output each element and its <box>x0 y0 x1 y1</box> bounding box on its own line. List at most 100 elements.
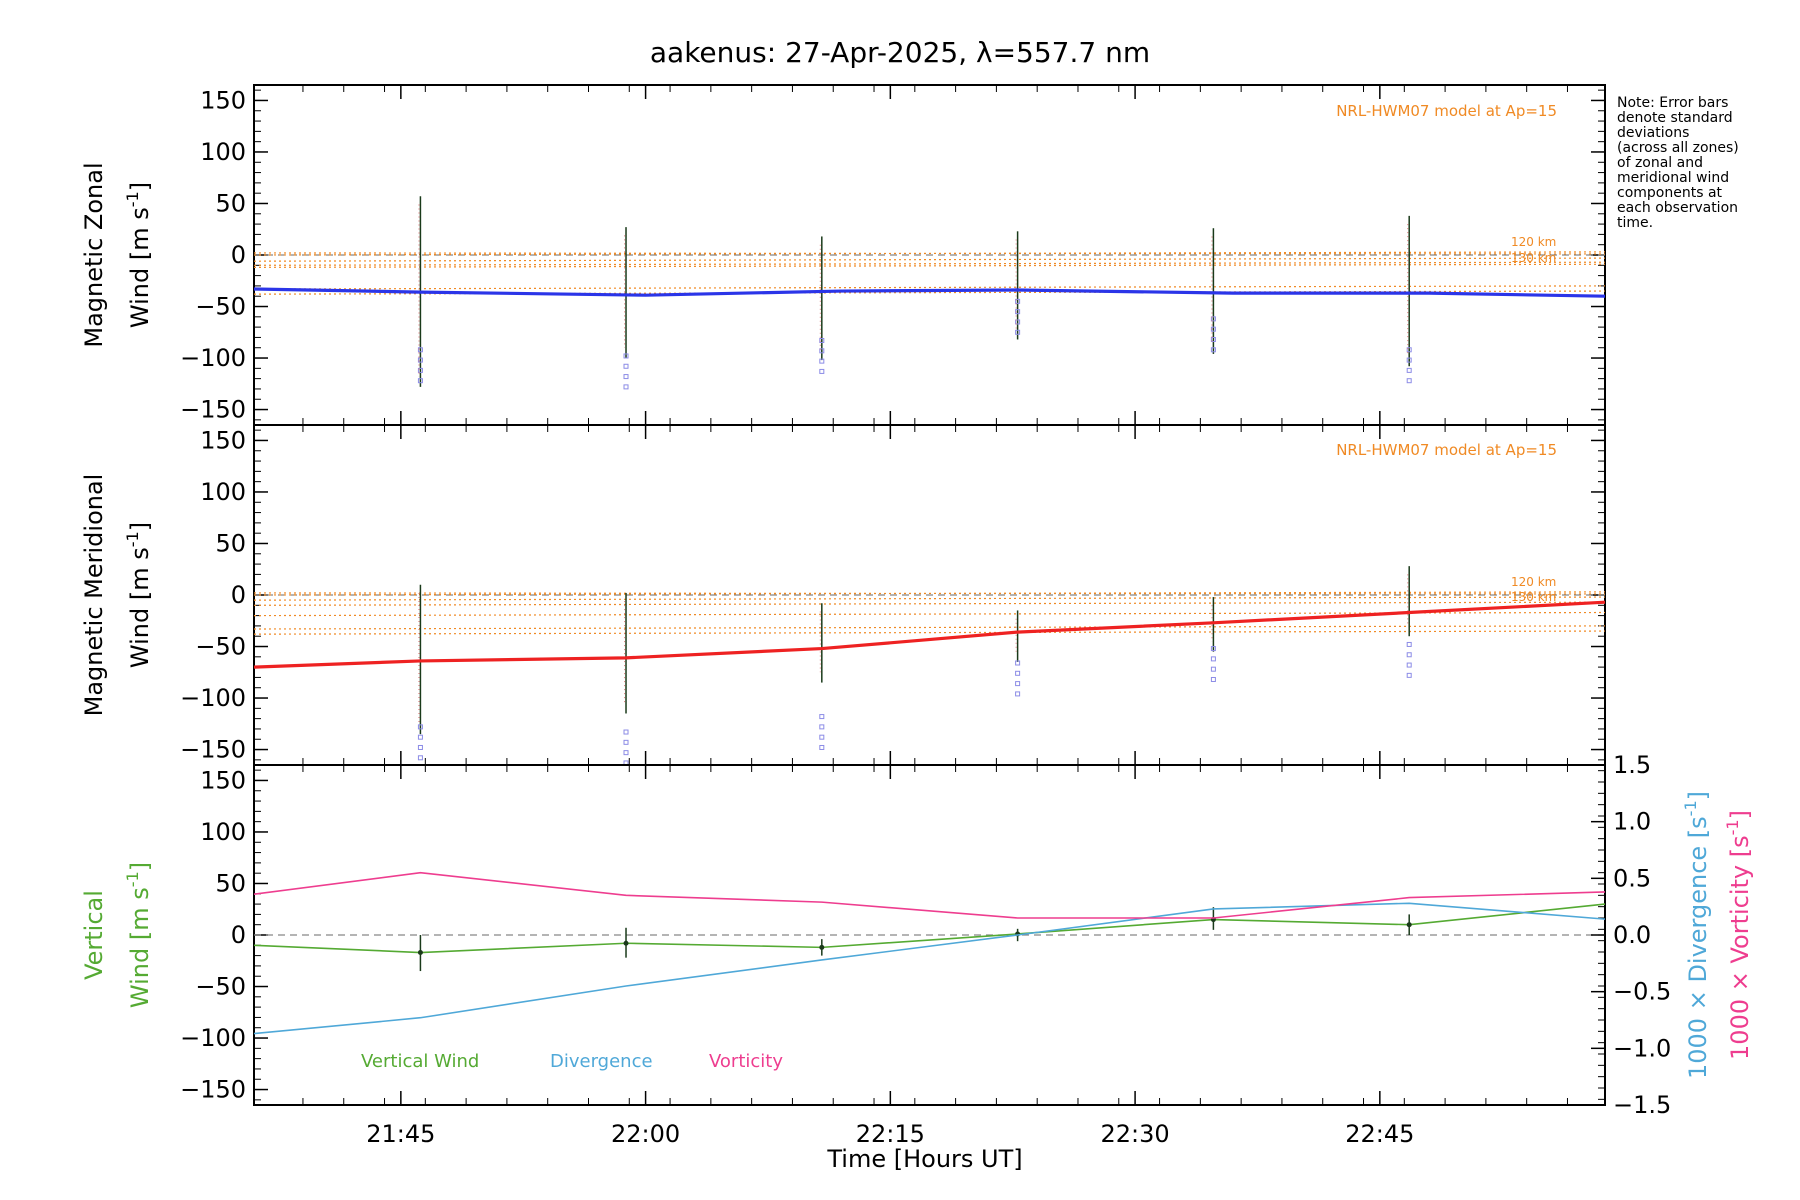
y2-tick-label: 1.5 <box>1613 751 1651 779</box>
scatter-point <box>417 755 423 761</box>
model-line <box>253 596 1606 601</box>
meridional-model-label: NRL-HWM07 model at Ap=15 <box>1336 441 1557 459</box>
vertical-ylabel-sup: -1 <box>123 871 142 887</box>
y-tick-label: 150 <box>200 86 246 114</box>
model-line <box>253 261 1606 266</box>
x-tick-label: 22:45 <box>1345 1120 1414 1148</box>
scatter-point <box>819 368 825 374</box>
model-line <box>253 257 1606 262</box>
zonal-wind-panel: 150 100 50 0 −50 −100 −150 <box>180 84 1606 426</box>
y-tick-label: 100 <box>200 818 246 846</box>
scatter-point <box>623 739 629 745</box>
time-axis: 21:45 22:00 22:15 22:30 22:45 <box>366 1120 1414 1148</box>
meridional-ylabel-line2: Wind [m s-1] <box>123 522 154 668</box>
x-tick-label: 22:30 <box>1101 1120 1170 1148</box>
vertical-ylabel-line2: Wind [m s-1] <box>123 862 154 1008</box>
vertical-wind-point <box>1406 922 1412 928</box>
scatter-point <box>1015 670 1021 676</box>
y-tick-label: 150 <box>200 766 246 794</box>
scatter-point <box>623 729 629 735</box>
meridional-model-alt-130: 130 km <box>1511 590 1556 604</box>
vertical-wind-point <box>819 944 825 950</box>
scatter-point <box>1406 367 1412 373</box>
scatter-point <box>1406 347 1412 353</box>
scatter-point <box>417 357 423 363</box>
vorticity-y2label-sup: -1 <box>1723 819 1742 835</box>
vertical-ylabel-line1: Vertical <box>80 890 108 980</box>
scatter-point <box>819 734 825 740</box>
vorticity-y2label-text: 1000 × Vorticity [s <box>1726 835 1754 1060</box>
scatter-point <box>819 744 825 750</box>
meridional-ylabel-close: ] <box>126 522 154 531</box>
model-line <box>253 591 1606 596</box>
vorticity-y2label-close: ] <box>1726 810 1754 819</box>
scatter-point <box>1015 660 1021 666</box>
y-tick-label: −50 <box>195 293 246 321</box>
zonal-ylabel-close: ] <box>126 182 154 191</box>
meridional-ylabel-unit: Wind [m s <box>126 547 154 668</box>
scatter-point <box>1210 666 1216 672</box>
y-tick-label: −100 <box>180 1024 246 1052</box>
divergence-y2label-sup: -1 <box>1681 800 1700 816</box>
series-line-divergence <box>253 902 1606 1035</box>
scatter-point <box>1210 316 1216 322</box>
meridional-wind-panel: 150 100 50 0 −50 −100 −150 <box>180 424 1606 766</box>
series-line-vorticity <box>253 871 1606 919</box>
zonal-model-label: NRL-HWM07 model at Ap=15 <box>1336 102 1557 120</box>
model-line <box>253 630 1606 635</box>
y-tick-label: −50 <box>195 633 246 661</box>
x-tick-label: 22:15 <box>856 1120 925 1148</box>
scatter-point <box>623 363 629 369</box>
y2-tick-label: −1.5 <box>1613 1091 1671 1119</box>
scatter-point <box>1015 329 1021 335</box>
legend-vorticity: Vorticity <box>709 1051 783 1072</box>
scatter-point <box>819 724 825 730</box>
scatter-point <box>1210 347 1216 353</box>
scatter-point <box>1210 336 1216 342</box>
scatter-point <box>1210 676 1216 682</box>
note-line: time. <box>1617 215 1653 231</box>
scatter-point <box>1406 378 1412 384</box>
zonal-ylabel-sup: -1 <box>123 191 142 207</box>
scatter-point <box>1015 681 1021 687</box>
zonal-model-alt-120: 120 km <box>1511 235 1556 249</box>
scatter-point <box>1406 357 1412 363</box>
scatter-point <box>417 724 423 730</box>
y-tick-label: 100 <box>200 478 246 506</box>
vertical-ylabel-close: ] <box>126 862 154 871</box>
y-tick-label: 50 <box>215 189 246 217</box>
note-line: meridional wind <box>1617 170 1729 186</box>
note-line: of zonal and <box>1617 155 1703 171</box>
series-line-vertical-wind <box>253 903 1606 954</box>
zonal-ylabel-line2: Wind [m s-1] <box>123 182 154 328</box>
zonal-ylabel-unit: Wind [m s <box>126 207 154 328</box>
y-tick-label: 0 <box>231 241 246 269</box>
note-line: denote standard <box>1617 110 1733 126</box>
note-line: each observation <box>1617 200 1738 216</box>
vertical-ylabel-unit: Wind [m s <box>126 887 154 1008</box>
scatter-point <box>417 378 423 384</box>
zonal-model-alt-130: 130 km <box>1511 251 1556 265</box>
scatter-point <box>819 358 825 364</box>
y-tick-label: 0 <box>231 581 246 609</box>
model-line <box>253 625 1606 630</box>
meridional-ylabel-sup: -1 <box>123 531 142 547</box>
y2-tick-label: −1.0 <box>1613 1034 1671 1062</box>
scatter-point <box>1406 672 1412 678</box>
meridional-wind-line <box>253 600 1606 669</box>
chart-title: aakenus: 27-Apr-2025, λ=557.7 nm <box>650 36 1150 69</box>
divergence-y2label-close: ] <box>1684 791 1712 800</box>
divergence-y2label: 1000 × Divergence [s-1] <box>1681 791 1712 1079</box>
scatter-point <box>1406 641 1412 647</box>
y-tick-label: 100 <box>200 138 246 166</box>
note-line: (across all zones) <box>1617 140 1739 156</box>
y-tick-label: 150 <box>200 426 246 454</box>
scatter-point <box>1210 656 1216 662</box>
y-tick-label: 50 <box>215 869 246 897</box>
x-tick-label: 22:00 <box>611 1120 680 1148</box>
scatter-point <box>819 338 825 344</box>
scatter-point <box>1015 319 1021 325</box>
scatter-point <box>417 367 423 373</box>
y-tick-label: −50 <box>195 973 246 1001</box>
